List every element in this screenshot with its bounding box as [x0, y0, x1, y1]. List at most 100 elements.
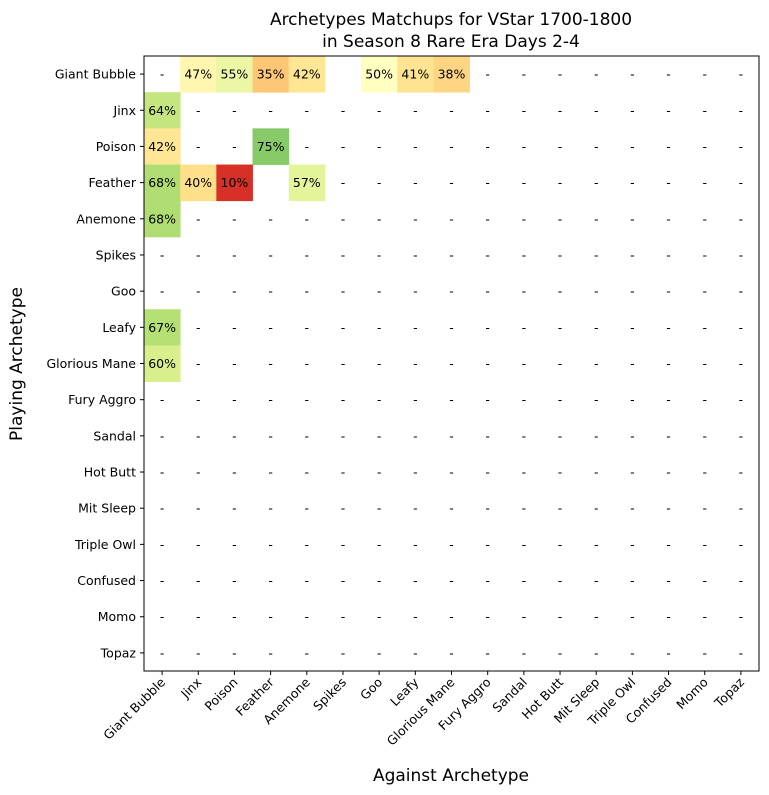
- cell-missing-label: -: [341, 284, 346, 299]
- cell-missing-label: -: [594, 356, 599, 371]
- cell-missing-label: -: [413, 573, 418, 588]
- heatmap-cell: [144, 128, 181, 165]
- cell-missing-label: -: [232, 392, 237, 407]
- cell-missing-label: -: [630, 428, 635, 443]
- cell-missing-label: -: [666, 465, 671, 480]
- cell-missing-label: -: [485, 247, 490, 262]
- cell-missing-label: -: [485, 645, 490, 660]
- cell-missing-label: -: [232, 320, 237, 335]
- cell-missing-label: -: [196, 465, 201, 480]
- cell-missing-label: -: [377, 465, 382, 480]
- cell-missing-label: -: [377, 537, 382, 552]
- cell-missing-label: -: [413, 103, 418, 118]
- cell-missing-label: -: [341, 211, 346, 226]
- cell-missing-label: -: [305, 211, 310, 226]
- cell-missing-label: -: [594, 501, 599, 516]
- heatmap-cell: [361, 56, 398, 93]
- cell-missing-label: -: [377, 211, 382, 226]
- cell-missing-label: -: [594, 103, 599, 118]
- cell-missing-label: -: [666, 67, 671, 82]
- cell-missing-label: -: [305, 392, 310, 407]
- cell-missing-label: -: [413, 247, 418, 262]
- cell-missing-label: -: [594, 428, 599, 443]
- cell-missing-label: -: [666, 320, 671, 335]
- cell-missing-label: -: [268, 320, 273, 335]
- cell-missing-label: -: [160, 609, 165, 624]
- x-tick-label: Topaz: [711, 674, 748, 711]
- cell-missing-label: -: [485, 609, 490, 624]
- cell-missing-label: -: [268, 465, 273, 480]
- cell-missing-label: -: [666, 103, 671, 118]
- cell-missing-label: -: [522, 573, 527, 588]
- cell-missing-label: -: [160, 67, 165, 82]
- cell-missing-label: -: [341, 573, 346, 588]
- chart-title-line-2: in Season 8 Rare Era Days 2-4: [322, 32, 580, 52]
- cell-missing-label: -: [485, 67, 490, 82]
- cell-missing-label: -: [739, 537, 744, 552]
- cell-value-label: 67%: [148, 320, 176, 335]
- cell-missing-label: -: [232, 103, 237, 118]
- cell-missing-label: -: [341, 247, 346, 262]
- cell-missing-label: -: [449, 284, 454, 299]
- cell-missing-label: -: [522, 103, 527, 118]
- cell-missing-label: -: [594, 573, 599, 588]
- cell-missing-label: -: [232, 465, 237, 480]
- cell-missing-label: -: [268, 356, 273, 371]
- cell-missing-label: -: [558, 573, 563, 588]
- cell-missing-label: -: [377, 392, 382, 407]
- cell-missing-label: -: [630, 284, 635, 299]
- cell-missing-label: -: [739, 573, 744, 588]
- cell-missing-label: -: [485, 320, 490, 335]
- cell-missing-label: -: [196, 247, 201, 262]
- cell-missing-label: -: [522, 465, 527, 480]
- cell-missing-label: -: [666, 537, 671, 552]
- cell-value-label: 42%: [148, 139, 176, 154]
- cell-missing-label: -: [196, 645, 201, 660]
- heatmap-cell: [144, 345, 181, 382]
- cell-missing-label: -: [485, 103, 490, 118]
- cell-missing-label: -: [232, 356, 237, 371]
- cell-missing-label: -: [594, 175, 599, 190]
- cell-missing-label: -: [630, 645, 635, 660]
- chart-title-line-1: Archetypes Matchups for VStar 1700-1800: [270, 10, 632, 30]
- cell-missing-label: -: [702, 537, 707, 552]
- heatmap-cell: [397, 56, 434, 93]
- cell-missing-label: -: [702, 67, 707, 82]
- heatmap-cell: [144, 164, 181, 202]
- cell-missing-label: -: [268, 211, 273, 226]
- cell-missing-label: -: [160, 465, 165, 480]
- cell-missing-label: -: [413, 175, 418, 190]
- cell-missing-label: -: [702, 103, 707, 118]
- cell-value-label: 68%: [148, 211, 176, 226]
- heatmap-cell: [252, 56, 290, 93]
- cell-missing-label: -: [739, 465, 744, 480]
- cell-missing-label: -: [485, 211, 490, 226]
- cell-missing-label: -: [702, 320, 707, 335]
- cell-missing-label: -: [485, 465, 490, 480]
- cell-missing-label: -: [594, 320, 599, 335]
- cell-missing-label: -: [413, 284, 418, 299]
- cell-value-label: 35%: [257, 67, 285, 82]
- cell-missing-label: -: [160, 501, 165, 516]
- cell-missing-label: -: [666, 392, 671, 407]
- y-tick-label: Confused: [77, 573, 136, 588]
- cell-missing-label: -: [449, 537, 454, 552]
- cell-missing-label: -: [739, 428, 744, 443]
- cell-missing-label: -: [522, 175, 527, 190]
- cell-missing-label: -: [558, 139, 563, 154]
- heatmap-cell: [144, 309, 181, 346]
- cell-missing-label: -: [413, 211, 418, 226]
- cell-missing-label: -: [702, 356, 707, 371]
- cell-missing-label: -: [232, 247, 237, 262]
- cell-missing-label: -: [558, 609, 563, 624]
- cell-missing-label: -: [268, 609, 273, 624]
- cell-missing-label: -: [232, 284, 237, 299]
- cell-missing-label: -: [666, 645, 671, 660]
- cell-missing-label: -: [485, 501, 490, 516]
- cell-missing-label: -: [558, 211, 563, 226]
- cell-value-label: 40%: [184, 175, 212, 190]
- cell-missing-label: -: [449, 428, 454, 443]
- cell-missing-label: -: [558, 103, 563, 118]
- cell-missing-label: -: [232, 428, 237, 443]
- cell-missing-label: -: [558, 175, 563, 190]
